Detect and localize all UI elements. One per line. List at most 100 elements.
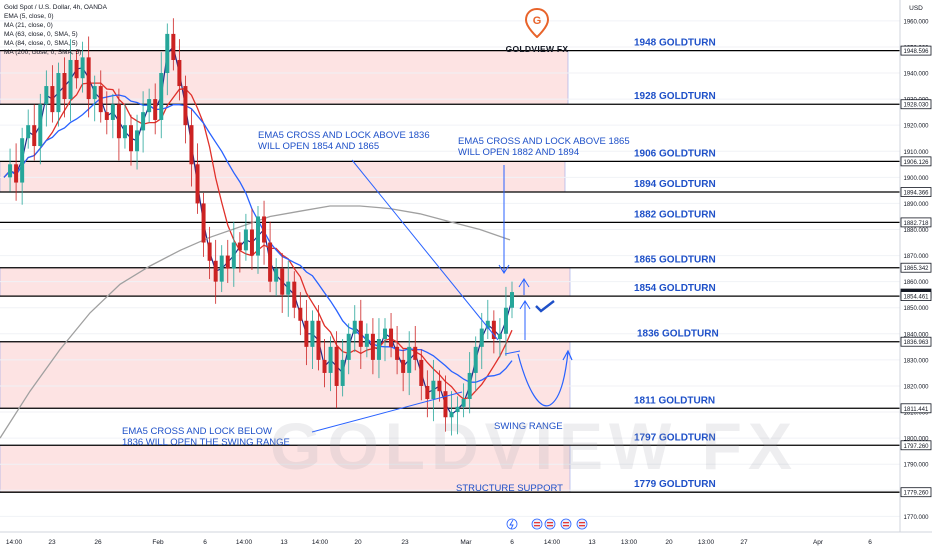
candle-body-54 [328, 346, 333, 373]
y-tick-0: 1960.000 [903, 19, 929, 25]
event-flag-stripe-a-4 [579, 522, 585, 524]
x-tick-13: 13 [588, 539, 596, 546]
annotation-1-line-0: EMA5 CROSS AND LOCK ABOVE 1865 [458, 136, 630, 147]
price-tag-2: 1906.126 [903, 160, 929, 166]
indicator-ma84[interactable]: MA (84, close, 0, SMA, 5) [4, 40, 78, 47]
annotation-0-line-1: WILL OPEN 1854 AND 1865 [258, 141, 379, 152]
candle-body-5 [32, 125, 37, 147]
x-tick-15: 20 [665, 539, 673, 546]
candle-body-60 [364, 333, 369, 347]
candle-body-50 [304, 320, 309, 347]
annotation-3-line-0: SWING RANGE [494, 421, 563, 432]
candle-body-17 [104, 112, 109, 120]
candle-body-67 [407, 346, 412, 373]
zone-layer [0, 50, 571, 493]
price-tag-bg-3 [900, 187, 932, 197]
indicator-ema5[interactable]: EMA (5, close, 0) [4, 13, 54, 20]
x-tick-12: 14:00 [544, 539, 561, 546]
candle-body-52 [316, 320, 321, 360]
level-label-9: 1797 GOLDTURN [634, 432, 716, 443]
candle-body-16 [98, 86, 103, 113]
candle-body-31 [189, 125, 194, 165]
candle-body-66 [401, 359, 406, 373]
candle-body-45 [274, 268, 279, 282]
price-tag-bg-1 [900, 99, 932, 110]
candle-body-83 [503, 307, 508, 334]
level-label-6: 1854 GOLDTURN [634, 283, 716, 294]
candle-body-32 [195, 164, 200, 204]
annotation-1-line-1: WILL OPEN 1882 AND 1894 [458, 147, 579, 158]
indicator-ma21[interactable]: MA (21, close, 0) [4, 22, 53, 29]
event-flag-stripe-b-4 [579, 525, 585, 527]
candle-body-48 [292, 281, 297, 308]
y-tick-13: 1830.000 [903, 358, 929, 364]
price-tag-bg-11 [900, 487, 932, 498]
candle-body-77 [467, 372, 472, 399]
x-tick-19: 6 [868, 539, 872, 546]
x-tick-2: 26 [94, 539, 102, 546]
candle-body-82 [497, 333, 502, 340]
candle-body-8 [50, 86, 55, 113]
candle-body-65 [395, 346, 400, 360]
arrow-swing-start [504, 350, 521, 355]
candle-body-55 [334, 346, 339, 386]
x-tick-10: Mar [460, 539, 472, 546]
event-flag-stripe-a-2 [547, 522, 553, 524]
candle-body-9 [56, 73, 61, 113]
x-tick-6: 13 [280, 539, 288, 546]
zone-4 [0, 444, 571, 493]
candle-body-40 [243, 229, 248, 251]
indicator-ma200[interactable]: MA (200, close, 0, SMA, 5) [4, 49, 82, 56]
candle-body-57 [346, 333, 351, 360]
y-tick-17: 1790.000 [903, 463, 929, 469]
candle-body-44 [268, 242, 273, 282]
candle-body-84 [510, 292, 514, 308]
price-tag-bg-5 [900, 262, 932, 273]
candle-body-41 [249, 229, 254, 256]
candle-body-72 [437, 380, 442, 392]
zone-0 [0, 50, 569, 105]
candle-body-49 [298, 307, 303, 321]
candle-body-27 [165, 33, 170, 74]
indicator-ma63[interactable]: MA (63, close, 0, SMA, 5) [4, 31, 78, 38]
candle-body-37 [225, 255, 230, 269]
arrow-up-1865-head [518, 278, 530, 288]
candle-body-22 [135, 130, 140, 152]
candle-body-70 [425, 385, 430, 399]
arrow-line-ema5-below-1836 [311, 391, 463, 433]
candle-body-1 [8, 164, 13, 178]
candle-body-79 [479, 328, 484, 347]
candle-body-35 [213, 260, 218, 282]
y-tick-11: 1850.000 [903, 306, 929, 312]
time-axis[interactable]: 14:00 23 26 Feb 6 14:00 13 14:00 20 23 Mar 6 14:00 13… [0, 518, 932, 546]
candle-body-78 [473, 346, 478, 373]
candle-body-23 [141, 112, 146, 131]
zone-3 [0, 341, 571, 409]
price-tag-9: 1811.441 [904, 407, 929, 413]
chart-legend: Gold Spot / U.S. Dollar, 4h, OANDA EMA (… [4, 3, 107, 57]
logo-text: GOLDVIEW FX [505, 44, 569, 54]
x-tick-0: 14:00 [6, 539, 23, 546]
x-tick-9: 23 [401, 539, 409, 546]
symbol-title[interactable]: Gold Spot / U.S. Dollar, 4h, OANDA [4, 4, 107, 11]
candle-body-7 [44, 86, 49, 105]
price-tag-3: 1894.366 [903, 191, 929, 197]
candle-body-14 [86, 57, 91, 100]
candle-body-42 [256, 216, 260, 256]
x-tick-11: 6 [510, 539, 514, 546]
price-tag-8: 1836.963 [903, 340, 929, 346]
candle-body-58 [352, 320, 357, 334]
event-flag-stripe-b-2 [547, 525, 553, 527]
y-tick-10: 1860.000 [903, 280, 929, 286]
y-tick-19: 1770.000 [903, 515, 929, 521]
price-axis[interactable]: USD1960.0001950.0001940.0001930.0001920.… [899, 0, 932, 550]
x-tick-5: 14:00 [236, 539, 253, 546]
candle-body-62 [376, 339, 381, 360]
candle-body-13 [80, 57, 85, 79]
level-label-1: 1928 GOLDTURN [634, 91, 716, 102]
candle-body-74 [449, 412, 454, 418]
price-tag-10: 1797.260 [903, 444, 929, 450]
price-axis-bg [900, 0, 932, 550]
price-tag-bg-10 [900, 440, 932, 451]
